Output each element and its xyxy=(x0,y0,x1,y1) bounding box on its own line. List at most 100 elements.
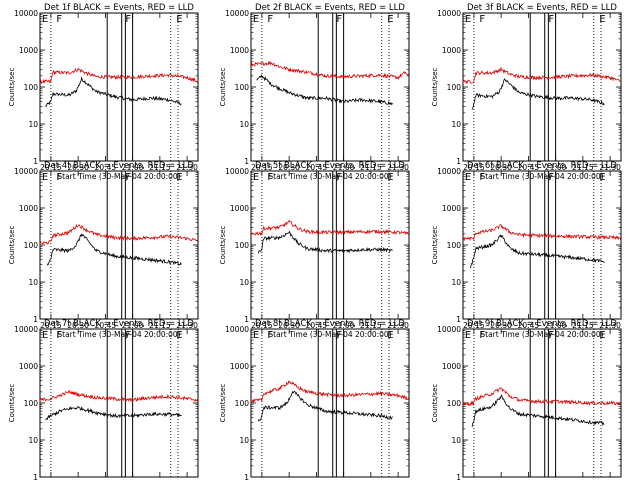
events-series-line xyxy=(45,406,182,421)
y-tick-label: 1000 xyxy=(19,362,38,371)
events-series-line xyxy=(45,76,182,108)
x-tick-label: 21:15 xyxy=(149,163,171,172)
y-tick-label: 10000 xyxy=(437,167,461,176)
panel-title: Det 3f BLACK = Events, RED = LLD xyxy=(467,3,617,13)
interval-marker: E xyxy=(176,172,182,183)
y-axis-label: Counts/sec xyxy=(431,68,439,107)
interval-marker: E xyxy=(253,330,259,341)
x-tick-label: 21:30 xyxy=(176,163,198,172)
y-axis-label: Counts/sec xyxy=(8,384,16,423)
x-tick-label: 20:45 xyxy=(306,163,328,172)
y-tick-label: 1 xyxy=(244,473,249,480)
x-tick-label: 21:30 xyxy=(599,321,621,330)
panel: Det 3f BLACK = Events, RED = LLD 1 10 100 10… xyxy=(431,3,622,181)
interval-marker: F xyxy=(336,14,342,25)
x-tick-label: 20:15 xyxy=(463,163,485,172)
interval-marker: E xyxy=(42,172,48,183)
interval-marker: F xyxy=(548,14,554,25)
y-axis-label: Counts/sec xyxy=(219,226,227,265)
panel-title: Det 9f BLACK = Events, RED = LLD xyxy=(467,319,617,329)
interval-marker: F xyxy=(479,330,485,341)
x-axis-label: Start Time (30-May-04 20:00:00) xyxy=(57,172,180,181)
lld-series-line xyxy=(462,387,621,407)
interval-marker: F xyxy=(125,330,131,341)
interval-marker: E xyxy=(387,172,393,183)
events-series-line xyxy=(257,230,393,254)
y-tick-label: 10000 xyxy=(225,325,249,334)
x-tick-label: 21:00 xyxy=(545,163,567,172)
y-tick-label: 10 xyxy=(451,278,461,287)
y-axis-label: Counts/sec xyxy=(219,384,227,423)
interval-marker: E xyxy=(42,330,48,341)
y-tick-label: 100 xyxy=(24,399,39,408)
y-tick-label: 10000 xyxy=(14,9,38,18)
x-tick-label: 21:30 xyxy=(387,163,409,172)
x-tick-label: 20:45 xyxy=(518,321,540,330)
y-tick-label: 10000 xyxy=(14,167,38,176)
lld-series-line xyxy=(250,380,409,403)
plot-frame xyxy=(250,12,410,162)
x-tick-label: 20:45 xyxy=(95,163,117,172)
x-tick-label: 20:45 xyxy=(306,321,328,330)
y-tick-label: 1 xyxy=(244,157,249,166)
y-axis-label: Counts/sec xyxy=(219,68,227,107)
x-tick-label: 20:15 xyxy=(463,321,485,330)
plot-frame xyxy=(39,170,199,320)
panel: Det 6f BLACK = Events, RED = LLD 1 10 100 10… xyxy=(431,161,622,339)
y-tick-label: 100 xyxy=(447,241,462,250)
y-tick-label: 1000 xyxy=(442,362,461,371)
x-tick-label: 20:45 xyxy=(518,163,540,172)
y-tick-label: 1000 xyxy=(442,204,461,213)
panel: Det 1f BLACK = Events, RED = LLD 1 10 100 10… xyxy=(8,3,199,181)
panel: Det 8f BLACK = Events, RED = LLD 1 10 100 10… xyxy=(219,319,410,480)
y-tick-label: 100 xyxy=(235,241,250,250)
interval-marker: F xyxy=(267,172,273,183)
y-tick-label: 10 xyxy=(239,278,249,287)
plot-frame xyxy=(462,170,622,320)
x-tick-label: 21:15 xyxy=(149,321,171,330)
interval-marker: F xyxy=(56,330,62,341)
x-tick-label: 20:30 xyxy=(278,321,300,330)
y-tick-label: 10000 xyxy=(225,9,249,18)
panel: Det 2f BLACK = Events, RED = LLD 1 10 100 10… xyxy=(219,3,410,181)
y-tick-label: 1 xyxy=(456,157,461,166)
y-tick-label: 1000 xyxy=(230,362,249,371)
y-tick-label: 10 xyxy=(239,120,249,129)
x-tick-label: 20:45 xyxy=(95,321,117,330)
panel-title: Det 5f BLACK = Events, RED = LLD xyxy=(255,161,405,171)
interval-marker: E xyxy=(465,14,471,25)
x-tick-label: 21:00 xyxy=(545,321,567,330)
x-tick-label: 20:15 xyxy=(251,321,273,330)
x-axis-label: Start Time (30-May-04 20:00:00) xyxy=(268,330,391,339)
lld-series-line xyxy=(250,219,409,236)
interval-marker: E xyxy=(599,14,605,25)
x-tick-label: 21:00 xyxy=(333,163,355,172)
lld-series-line xyxy=(39,389,198,403)
interval-marker: F xyxy=(548,330,554,341)
events-series-line xyxy=(471,394,605,427)
y-tick-label: 1 xyxy=(33,157,38,166)
panel: Det 7f BLACK = Events, RED = LLD 1 10 100 10… xyxy=(8,319,199,480)
plot-frame xyxy=(250,328,410,478)
lld-series-line xyxy=(462,66,621,85)
y-tick-label: 1000 xyxy=(19,204,38,213)
y-tick-label: 1000 xyxy=(230,46,249,55)
x-tick-label: 20:15 xyxy=(251,163,273,172)
y-tick-label: 10 xyxy=(451,436,461,445)
y-tick-label: 1 xyxy=(456,473,461,480)
y-tick-label: 1 xyxy=(33,315,38,324)
y-tick-label: 10 xyxy=(28,436,38,445)
x-axis-label: Start Time (30-May-04 20:00:00) xyxy=(57,330,180,339)
x-tick-label: 21:30 xyxy=(176,321,198,330)
panel-title: Det 4f BLACK = Events, RED = LLD xyxy=(44,161,194,171)
x-tick-label: 20:30 xyxy=(490,321,512,330)
interval-marker: E xyxy=(599,330,605,341)
plot-frame xyxy=(39,328,199,478)
panel: Det 4f BLACK = Events, RED = LLD 1 10 100 10… xyxy=(8,161,199,339)
interval-marker: E xyxy=(176,14,182,25)
x-tick-label: 21:15 xyxy=(572,321,594,330)
panel: Det 5f BLACK = Events, RED = LLD 1 10 100 10… xyxy=(219,161,410,339)
events-series-line xyxy=(46,233,182,267)
y-axis-label: Counts/sec xyxy=(431,384,439,423)
y-axis-label: Counts/sec xyxy=(431,226,439,265)
